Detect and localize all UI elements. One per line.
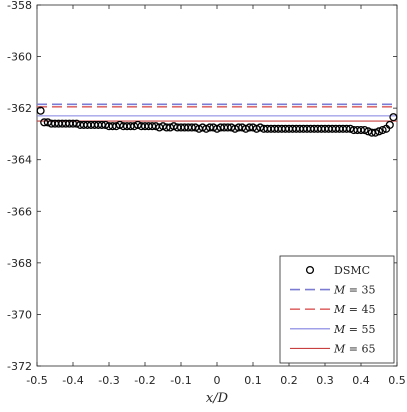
legend-label-value: = 35 (345, 284, 375, 297)
y-tick-label: -372 (7, 360, 32, 373)
data-point (378, 126, 387, 135)
legend-label-value: = 45 (345, 303, 375, 316)
y-tick-label: -368 (7, 257, 32, 270)
x-tick-label: -0.1 (170, 374, 191, 387)
legend-label-variable: M (333, 323, 346, 336)
legend-label-variable: M (333, 303, 346, 316)
data-point (36, 106, 45, 115)
x-tick-label: 0 (214, 374, 221, 387)
legend-label: M = 45 (333, 303, 375, 316)
marker-layer (36, 106, 398, 137)
y-tick-label: -358 (7, 0, 32, 12)
legend-label: M = 55 (333, 323, 375, 336)
legend-label-value: = 65 (345, 342, 375, 355)
series-layer (37, 103, 397, 122)
x-tick-label: 0.1 (244, 374, 262, 387)
y-tick-label: -364 (7, 154, 32, 167)
axis-layer: -0.5 -0.4 -0.3 -0.2 -0.1 0 0.1 0.2 0.3 0.4 0.5 -358… (7, 0, 406, 387)
legend-label: M = 35 (333, 284, 375, 297)
data-point (360, 126, 369, 135)
x-axis-label: x/D (206, 391, 229, 406)
y-tick-label: -370 (7, 308, 32, 321)
x-tick-label: 0.2 (280, 374, 298, 387)
x-tick-label: 0.3 (316, 374, 334, 387)
y-tick-label: -366 (7, 205, 32, 218)
legend-label-variable: M (333, 284, 346, 297)
y-tick-label: -362 (7, 102, 32, 115)
x-tick-label: 0.4 (352, 374, 370, 387)
legend-label-variable: M (333, 342, 346, 355)
x-tick-label: -0.2 (134, 374, 155, 387)
data-point (389, 113, 398, 122)
data-point (374, 127, 384, 136)
legend-marker (305, 265, 315, 275)
data-point (385, 120, 394, 129)
x-tick-label: -0.4 (62, 374, 83, 387)
x-tick-label: 0.5 (388, 374, 406, 387)
legend-label: M = 65 (333, 342, 375, 355)
x-tick-label: -0.5 (26, 374, 47, 387)
data-point (371, 128, 380, 137)
y-tick-label: -360 (7, 51, 32, 64)
x-tick-label: -0.3 (98, 374, 119, 387)
legend-label-value: = 55 (345, 323, 375, 336)
legend-label: DSMC (334, 264, 370, 277)
